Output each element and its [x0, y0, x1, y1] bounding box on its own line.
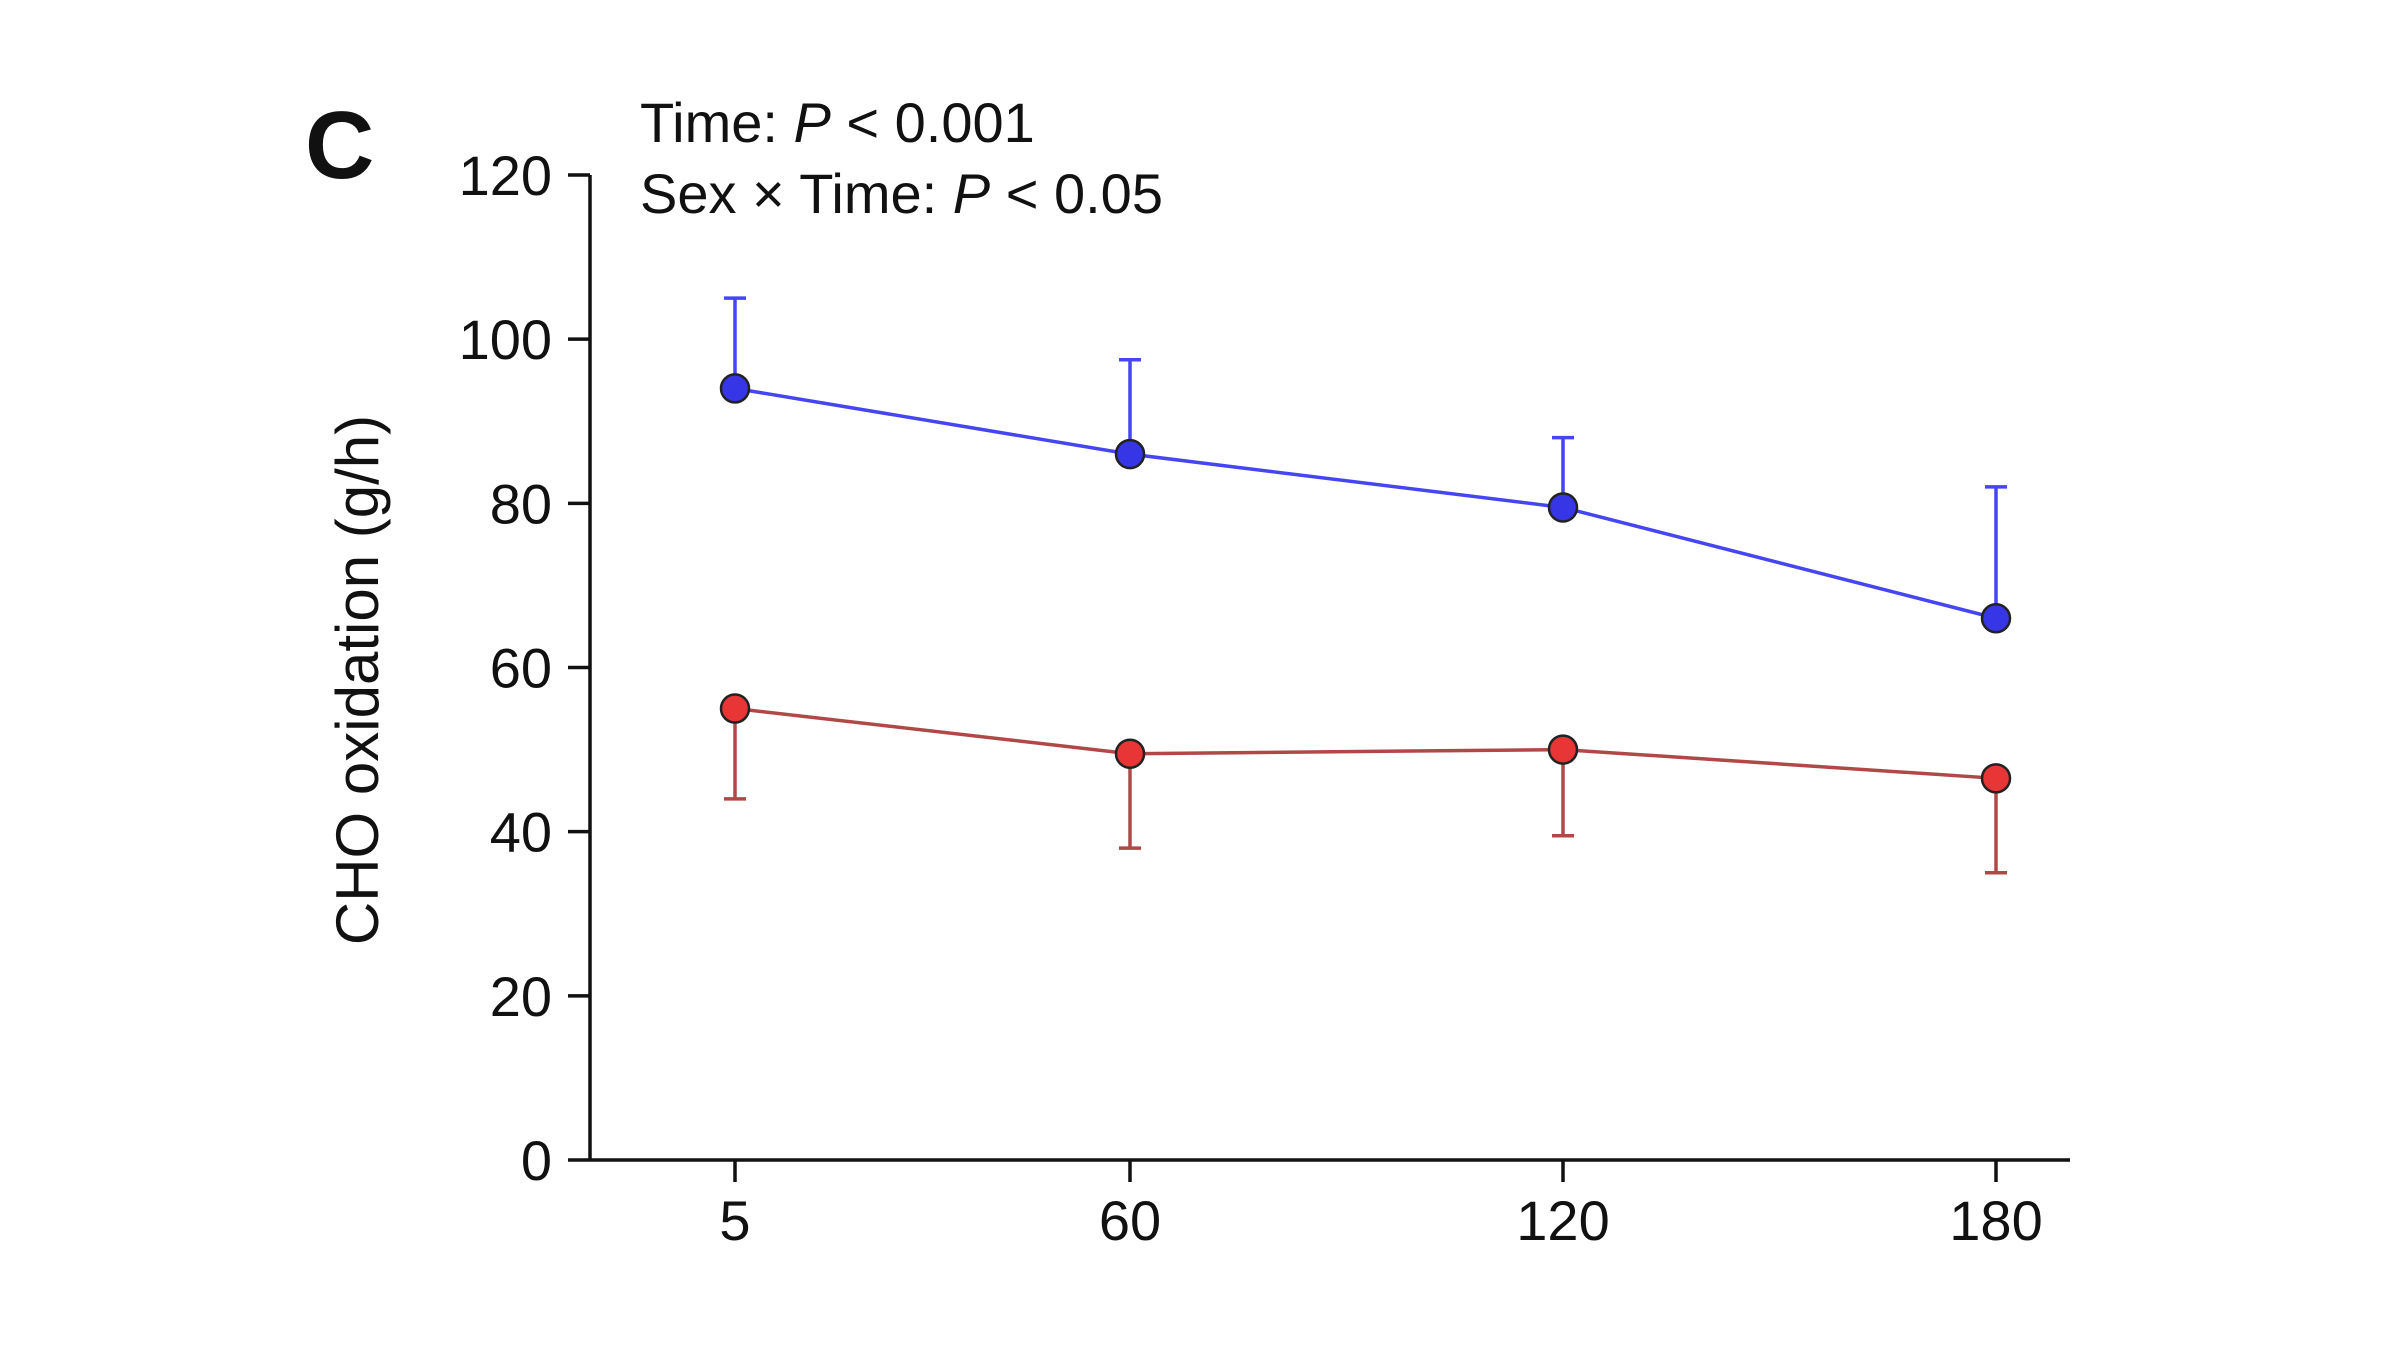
series-layer — [719, 296, 2012, 875]
y-tick-label: 80 — [490, 472, 552, 535]
x-tick-label: 120 — [1516, 1189, 1609, 1252]
line-red — [734, 706, 1997, 781]
y-tick-label: 20 — [490, 965, 552, 1028]
annotation-time-suffix: < 0.001 — [831, 91, 1035, 154]
y-tick-label: 0 — [521, 1129, 552, 1192]
x-tick-label: 60 — [1099, 1189, 1161, 1252]
annotation-sex-time-prefix: Sex × Time: — [640, 162, 953, 225]
point-blue — [1547, 492, 1579, 523]
y-tick-label: 40 — [490, 801, 552, 864]
annotation-sex-time-p: P — [953, 162, 990, 225]
axes: 0 20 40 60 80 100 120 5 60 120 180 — [459, 144, 2070, 1252]
y-axis-title: CHO oxidation (g/h) — [324, 415, 391, 945]
series-red — [719, 693, 2012, 875]
point-red — [1547, 734, 1579, 765]
annotation-sex-time-suffix: < 0.05 — [990, 162, 1163, 225]
point-blue — [1980, 603, 2012, 634]
point-red — [1114, 738, 1146, 769]
point-red — [1980, 763, 2012, 794]
y-tick-label: 100 — [459, 308, 552, 371]
y-tick-label: 120 — [459, 144, 552, 207]
point-blue — [1114, 438, 1146, 470]
annotation-time-p: P — [793, 91, 830, 154]
line-blue — [734, 386, 1997, 620]
x-tick-label: 180 — [1949, 1189, 2042, 1252]
point-blue — [719, 373, 751, 404]
panel-label: C — [305, 92, 374, 199]
x-tick-label: 5 — [719, 1189, 750, 1252]
annotation-time-prefix: Time: — [640, 91, 793, 154]
point-red — [719, 693, 751, 724]
annotation-time: Time: P < 0.001 — [640, 91, 1035, 154]
y-tick-label: 60 — [490, 637, 552, 700]
series-blue — [719, 296, 2012, 634]
annotation-sex-time: Sex × Time: P < 0.05 — [640, 162, 1163, 225]
